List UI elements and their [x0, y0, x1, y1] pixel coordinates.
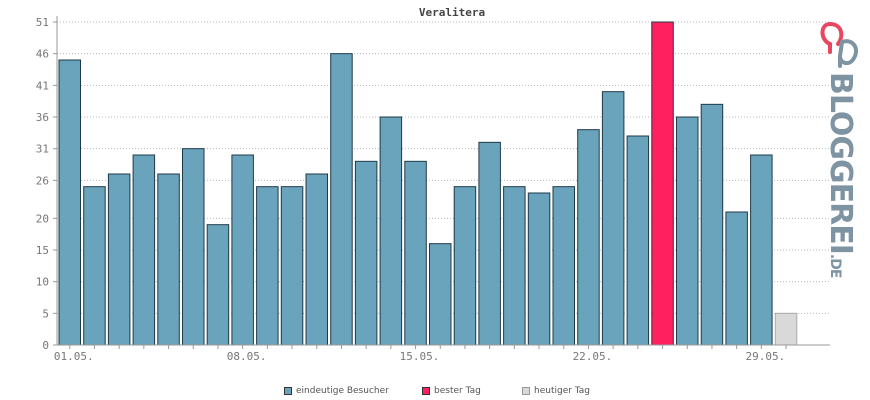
logo-text: BLOGGEREI.DE	[822, 72, 858, 277]
bar	[429, 243, 452, 346]
bar	[58, 59, 81, 346]
y-tick-label: 51	[36, 16, 49, 29]
bar	[305, 173, 328, 346]
bar	[527, 192, 551, 346]
bar	[750, 154, 773, 346]
bar	[157, 173, 180, 346]
logo-text-main: BLOGGEREI	[823, 72, 858, 254]
logo-text-suffix: .DE	[827, 253, 843, 278]
y-tick-label: 0	[42, 339, 49, 352]
y-tick-label: 5	[42, 307, 49, 320]
x-tick-label: 29.05.	[745, 350, 785, 363]
y-tick-label: 31	[36, 143, 49, 156]
y-tick-label: 15	[36, 244, 49, 257]
bar-today	[774, 312, 798, 346]
legend-swatch-unique-visitors	[284, 387, 292, 395]
legend-swatch-today	[522, 387, 530, 395]
y-tick-label: 10	[36, 276, 49, 289]
y-axis-ticks: 0 5 10 15 20 26 31 36 41 46 51	[36, 16, 57, 352]
x-tick-label: 08.05.	[227, 350, 267, 363]
x-tick-label: 22.05.	[573, 350, 613, 363]
bar	[725, 211, 748, 346]
y-tick-label: 26	[36, 174, 49, 187]
bar	[478, 141, 501, 346]
bar	[503, 186, 526, 346]
y-tick-label: 41	[36, 79, 49, 92]
x-axis-ticks: 01.05. 08.05. 15.05. 22.05. 29.05.	[54, 345, 787, 363]
bar	[601, 91, 625, 346]
y-tick-label: 20	[36, 212, 49, 225]
bar	[404, 160, 427, 346]
bar	[132, 154, 156, 346]
bar	[280, 186, 304, 346]
bar	[256, 186, 279, 346]
bar	[676, 116, 699, 346]
legend-label-best-day: bester Tag	[434, 386, 481, 396]
x-tick-label: 15.05.	[400, 350, 440, 363]
legend-item-unique-visitors: eindeutige Besucher	[284, 386, 389, 396]
bar	[626, 135, 650, 346]
x-tick-label: 01.05.	[54, 350, 94, 363]
chart-title: Veralitera	[419, 6, 485, 19]
bar	[552, 186, 575, 346]
bar	[83, 186, 106, 346]
bar	[700, 103, 724, 346]
bloggerei-logo[interactable]: BLOGGEREI.DE	[812, 18, 868, 277]
logo-mark-icon	[820, 22, 859, 68]
bar-best-day	[651, 21, 674, 346]
bar	[231, 154, 254, 346]
y-tick-label: 46	[36, 48, 49, 61]
y-tick-label: 36	[36, 111, 49, 124]
legend-label-unique-visitors: eindeutige Besucher	[296, 386, 389, 396]
bar	[330, 53, 353, 346]
bar	[107, 173, 131, 346]
legend-item-today: heutiger Tag	[522, 386, 590, 396]
bar	[206, 224, 230, 346]
bar	[354, 160, 378, 346]
bar	[453, 186, 477, 346]
legend-item-best-day: bester Tag	[422, 386, 481, 396]
bars	[58, 21, 798, 346]
legend-label-today: heutiger Tag	[534, 386, 591, 396]
bar	[379, 116, 403, 346]
chart-legend: eindeutige Besucher bester Tag heutiger …	[0, 386, 870, 400]
bar	[182, 148, 205, 346]
bar	[577, 129, 600, 346]
legend-swatch-best-day	[422, 387, 430, 395]
